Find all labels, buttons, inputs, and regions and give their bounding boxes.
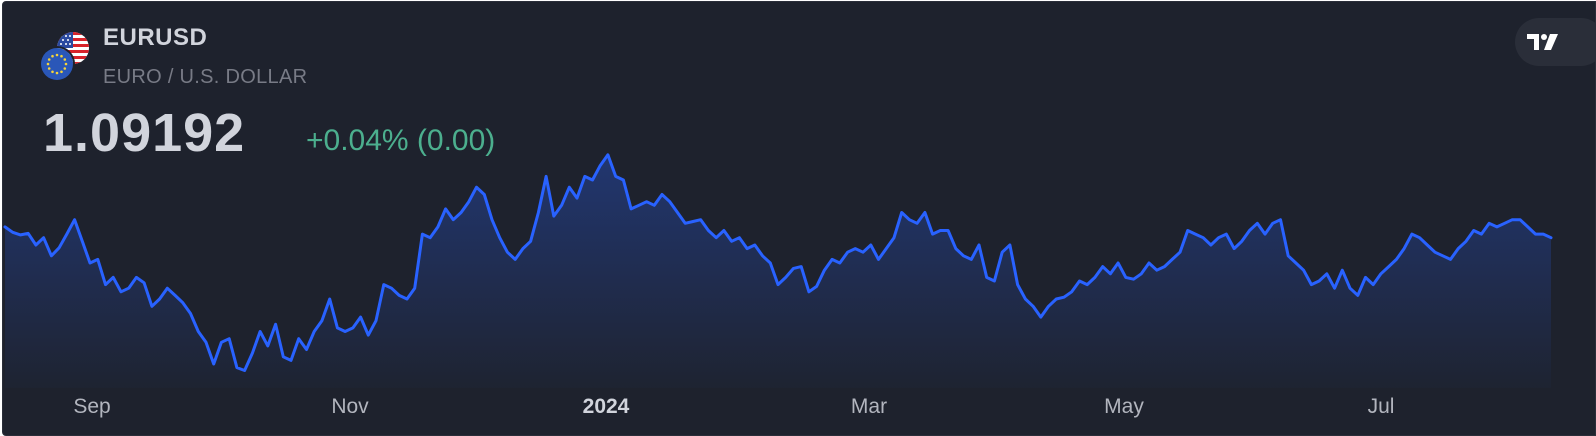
price-line <box>3 153 1553 372</box>
symbol-description: EURO / U.S. DOLLAR <box>103 66 308 88</box>
price-change: +0.04% (0.00) <box>306 124 496 157</box>
price-area-fill <box>5 154 1551 388</box>
x-axis-ticks: Sep Nov 2024 Mar May Jul <box>73 395 1394 418</box>
price-chart[interactable]: Sep Nov 2024 Mar May Jul <box>3 2 1596 436</box>
tradingview-logo-icon[interactable] <box>1515 18 1595 66</box>
x-tick-label: 2024 <box>583 395 630 418</box>
last-price: 1.09192 <box>43 103 246 163</box>
symbol-name[interactable]: EURUSD <box>103 24 208 51</box>
x-tick-label: Jul <box>1368 395 1395 418</box>
x-tick-label: Nov <box>331 395 369 418</box>
x-tick-label: Mar <box>851 395 887 418</box>
eu-flag-icon <box>39 46 75 82</box>
currency-pair-flags <box>39 32 93 82</box>
x-tick-label: May <box>1104 395 1144 418</box>
x-tick-label: Sep <box>73 395 110 418</box>
